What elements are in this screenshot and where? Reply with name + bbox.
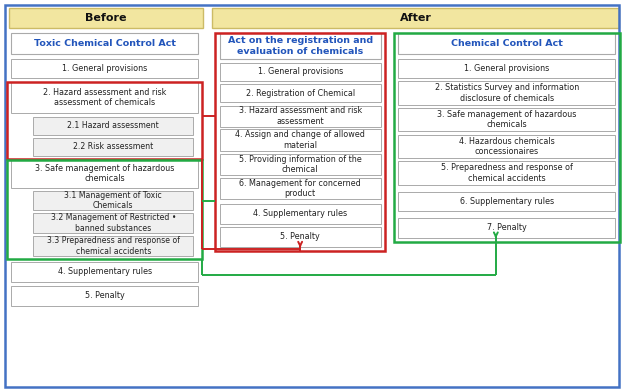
FancyBboxPatch shape [398, 218, 615, 238]
Text: 4. Supplementary rules: 4. Supplementary rules [253, 209, 347, 219]
FancyBboxPatch shape [11, 82, 198, 113]
FancyBboxPatch shape [220, 84, 381, 102]
FancyBboxPatch shape [220, 227, 381, 247]
FancyBboxPatch shape [11, 160, 198, 188]
Text: 1. General provisions: 1. General provisions [62, 64, 147, 74]
Text: 2.2 Risk assessment: 2.2 Risk assessment [73, 142, 154, 151]
Text: 6. Supplementary rules: 6. Supplementary rules [460, 197, 553, 206]
Text: 3.2 Management of Restricted •
banned substances: 3.2 Management of Restricted • banned su… [51, 213, 176, 233]
Text: 5. Preparedness and response of
chemical accidents: 5. Preparedness and response of chemical… [441, 163, 573, 183]
FancyBboxPatch shape [220, 33, 381, 59]
Text: Toxic Chemical Control Act: Toxic Chemical Control Act [34, 39, 176, 48]
FancyBboxPatch shape [33, 138, 193, 156]
Text: 2. Hazard assessment and risk
assessment of chemicals: 2. Hazard assessment and risk assessment… [43, 88, 167, 108]
FancyBboxPatch shape [212, 8, 619, 28]
Text: 6. Management for concerned
product: 6. Management for concerned product [239, 179, 361, 198]
Text: 1. General provisions: 1. General provisions [464, 64, 549, 74]
FancyBboxPatch shape [220, 178, 381, 199]
FancyBboxPatch shape [398, 135, 615, 158]
Text: 4. Assign and change of allowed
material: 4. Assign and change of allowed material [235, 131, 365, 150]
Text: 5. Providing information of the
chemical: 5. Providing information of the chemical [239, 155, 361, 174]
Text: 3. Safe management of hazardous
chemicals: 3. Safe management of hazardous chemical… [35, 164, 175, 183]
FancyBboxPatch shape [398, 33, 615, 54]
FancyBboxPatch shape [398, 59, 615, 78]
FancyBboxPatch shape [398, 108, 615, 131]
Text: 3. Safe management of hazardous
chemicals: 3. Safe management of hazardous chemical… [437, 110, 577, 129]
FancyBboxPatch shape [398, 161, 615, 185]
FancyBboxPatch shape [220, 106, 381, 127]
Text: Chemical Control Act: Chemical Control Act [451, 39, 563, 48]
FancyBboxPatch shape [11, 33, 198, 54]
Text: 2. Registration of Chemical: 2. Registration of Chemical [246, 89, 354, 98]
Text: 4. Hazardous chemicals
concessionaires: 4. Hazardous chemicals concessionaires [459, 136, 555, 156]
FancyBboxPatch shape [11, 59, 198, 78]
FancyBboxPatch shape [33, 117, 193, 135]
FancyBboxPatch shape [33, 191, 193, 210]
FancyBboxPatch shape [398, 81, 615, 105]
Text: 2. Statistics Survey and information
disclosure of chemicals: 2. Statistics Survey and information dis… [434, 83, 579, 103]
FancyBboxPatch shape [220, 129, 381, 151]
Text: 1. General provisions: 1. General provisions [258, 67, 343, 77]
Text: 3.3 Preparedness and response of
chemical accidents: 3.3 Preparedness and response of chemica… [47, 236, 180, 256]
FancyBboxPatch shape [33, 236, 193, 256]
Text: Act on the registration and
evaluation of chemicals: Act on the registration and evaluation o… [228, 36, 373, 56]
FancyBboxPatch shape [220, 204, 381, 224]
Text: 4. Supplementary rules: 4. Supplementary rules [58, 267, 152, 276]
FancyBboxPatch shape [220, 154, 381, 175]
Text: After: After [399, 13, 432, 23]
Text: 2.1 Hazard assessment: 2.1 Hazard assessment [67, 121, 159, 131]
FancyBboxPatch shape [33, 213, 193, 233]
FancyBboxPatch shape [11, 262, 198, 282]
Text: 7. Penalty: 7. Penalty [487, 223, 527, 233]
Text: 3. Hazard assessment and risk
assessment: 3. Hazard assessment and risk assessment [238, 106, 362, 126]
Text: 5. Penalty: 5. Penalty [85, 291, 125, 301]
Text: 3.1 Management of Toxic
Chemicals: 3.1 Management of Toxic Chemicals [64, 191, 162, 210]
FancyBboxPatch shape [11, 286, 198, 306]
FancyBboxPatch shape [398, 192, 615, 211]
Text: Before: Before [85, 13, 127, 23]
FancyBboxPatch shape [9, 8, 203, 28]
Text: 5. Penalty: 5. Penalty [280, 232, 320, 242]
FancyBboxPatch shape [220, 63, 381, 81]
